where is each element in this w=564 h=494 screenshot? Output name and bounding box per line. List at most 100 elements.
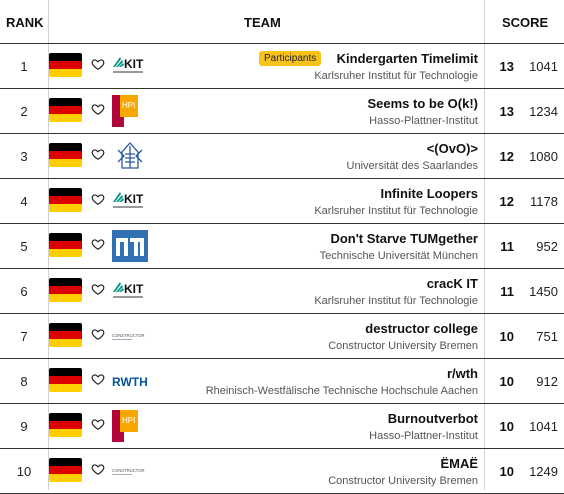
team-name[interactable]: Seems to be O(k!)	[367, 96, 478, 111]
solved-count: 10	[499, 419, 514, 434]
team-header: TEAM	[244, 15, 281, 30]
solved-count: 10	[499, 374, 514, 389]
rank-cell: 2	[20, 104, 28, 119]
kit-logo: KIT	[112, 185, 148, 217]
rank-cell: 1	[20, 59, 28, 74]
heart-icon[interactable]	[91, 461, 105, 477]
germany-flag-icon	[49, 413, 82, 437]
rank-cell: 3	[20, 149, 28, 164]
team-name[interactable]: cracK IT	[426, 276, 478, 291]
table-row[interactable]: 5 Don't Starve TUMgether Technische Univer…	[0, 224, 564, 269]
table-header: RANK TEAM SCORE	[0, 0, 564, 44]
score-value: 1234	[529, 104, 558, 119]
table-row[interactable]: 10 CONSTRUCTOR ËMAË Constructor University …	[0, 449, 564, 494]
germany-flag-icon	[49, 143, 82, 167]
rank-cell: 4	[20, 194, 28, 209]
solved-count: 10	[499, 464, 514, 479]
score-value: 1080	[529, 149, 558, 164]
university-name: Karlsruher Institut für Technologie	[314, 295, 478, 307]
table-row[interactable]: 1 KIT Participants Kindergarten Timelimit Ka…	[0, 44, 564, 89]
kit-logo: KIT	[112, 275, 148, 307]
rank-cell: 8	[20, 374, 28, 389]
heart-icon[interactable]	[91, 326, 105, 342]
team-name[interactable]: Don't Starve TUMgether	[330, 231, 478, 246]
university-name: Universität des Saarlandes	[346, 160, 478, 172]
score-value: 751	[536, 329, 558, 344]
solved-count: 10	[499, 329, 514, 344]
rank-cell: 9	[20, 419, 28, 434]
germany-flag-icon	[49, 188, 82, 212]
constructor-logo: CONSTRUCTOR	[112, 455, 148, 487]
germany-flag-icon	[49, 233, 82, 257]
svg-text:RWTH: RWTH	[112, 375, 148, 389]
solved-count: 12	[499, 149, 514, 164]
heart-icon[interactable]	[91, 371, 105, 387]
team-name[interactable]: destructor college	[365, 321, 478, 336]
heart-icon[interactable]	[91, 56, 105, 72]
score-value: 1178	[530, 194, 558, 209]
svg-text:HPI: HPI	[122, 416, 135, 425]
rank-cell: 7	[20, 329, 28, 344]
table-row[interactable]: 6 KIT cracK IT Karlsruher Institut für Tech…	[0, 269, 564, 314]
table-row[interactable]: 7 CONSTRUCTOR destructor college Constructo…	[0, 314, 564, 359]
germany-flag-icon	[49, 458, 82, 482]
germany-flag-icon	[49, 53, 82, 77]
table-row[interactable]: 3 <(OvO)> Universität des Saarlandes 12 1080	[0, 134, 564, 179]
solved-count: 11	[500, 239, 514, 254]
kit-logo: KIT	[112, 50, 148, 82]
university-name: Rheinisch-Westfälische Technische Hochsc…	[205, 385, 478, 397]
hpi-logo: HPI	[112, 95, 148, 127]
university-name: Constructor University Bremen	[328, 340, 478, 352]
team-name[interactable]: Infinite Loopers	[380, 186, 479, 201]
table-row[interactable]: 4 KIT Infinite Loopers Karlsruher Institut …	[0, 179, 564, 224]
heart-icon[interactable]	[91, 101, 105, 117]
score-value: 952	[536, 239, 558, 254]
heart-icon[interactable]	[91, 191, 105, 207]
heart-icon[interactable]	[91, 146, 105, 162]
table-row[interactable]: 2 HPI Seems to be O(k!) Hasso-Plattner-Inst…	[0, 89, 564, 134]
svg-text:KIT: KIT	[124, 57, 144, 71]
solved-count: 12	[499, 194, 514, 209]
solved-count: 13	[499, 59, 514, 74]
score-value: 1041	[529, 419, 558, 434]
hpi-logo: HPI	[112, 410, 148, 442]
rank-cell: 6	[20, 284, 28, 299]
svg-text:CONSTRUCTOR: CONSTRUCTOR	[112, 468, 145, 473]
germany-flag-icon	[49, 278, 82, 302]
solved-count: 13	[499, 104, 514, 119]
heart-icon[interactable]	[91, 281, 105, 297]
column-divider	[484, 0, 485, 490]
saarland-logo	[112, 140, 148, 172]
germany-flag-icon	[49, 368, 82, 392]
university-name: Constructor University Bremen	[328, 475, 478, 487]
university-name: Technische Universität München	[319, 250, 478, 262]
rank-cell: 5	[20, 239, 28, 254]
table-row[interactable]: 8 RWTH r/wth Rheinisch-Westfälische Technis…	[0, 359, 564, 404]
score-value: 912	[536, 374, 558, 389]
team-name[interactable]: r/wth	[446, 366, 478, 381]
rwth-logo: RWTH	[112, 365, 148, 397]
score-value: 1041	[529, 59, 558, 74]
university-name: Karlsruher Institut für Technologie	[314, 70, 478, 82]
rank-header: RANK	[6, 15, 44, 30]
participants-badge: Participants	[259, 51, 322, 66]
score-value: 1249	[529, 464, 558, 479]
rank-cell: 10	[16, 464, 32, 479]
germany-flag-icon	[49, 98, 82, 122]
score-header: SCORE	[502, 15, 549, 30]
team-name[interactable]: Kindergarten Timelimit	[336, 51, 478, 66]
heart-icon[interactable]	[91, 416, 105, 432]
svg-text:HPI: HPI	[122, 101, 135, 110]
team-name[interactable]: Burnoutverbot	[387, 411, 478, 426]
svg-text:KIT: KIT	[124, 192, 144, 206]
table-row[interactable]: 9 HPI Burnoutverbot Hasso-Plattner-Institut…	[0, 404, 564, 449]
team-name[interactable]: <(OvO)>	[426, 141, 478, 156]
constructor-logo: CONSTRUCTOR	[112, 320, 148, 352]
university-name: Karlsruher Institut für Technologie	[314, 205, 478, 217]
tum-logo	[112, 230, 148, 262]
svg-text:KIT: KIT	[124, 282, 144, 296]
score-value: 1450	[529, 284, 558, 299]
heart-icon[interactable]	[91, 236, 105, 252]
team-name[interactable]: ËMAË	[440, 456, 478, 471]
